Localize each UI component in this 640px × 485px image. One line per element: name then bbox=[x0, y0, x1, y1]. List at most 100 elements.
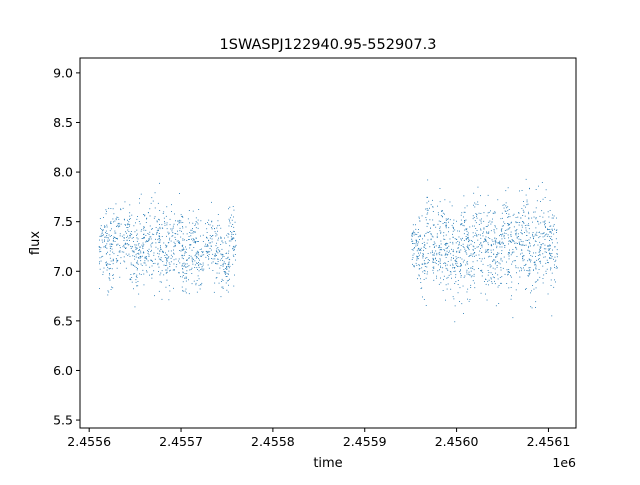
data-point bbox=[467, 232, 469, 234]
data-point bbox=[120, 223, 122, 225]
data-point bbox=[174, 245, 176, 246]
data-point bbox=[478, 224, 480, 225]
data-point bbox=[508, 213, 510, 215]
data-point bbox=[443, 232, 445, 234]
data-point bbox=[203, 254, 205, 256]
data-point bbox=[180, 214, 182, 216]
data-point bbox=[535, 189, 537, 190]
data-point bbox=[159, 182, 160, 184]
data-point bbox=[476, 230, 478, 231]
data-point bbox=[166, 259, 168, 261]
data-point bbox=[191, 267, 193, 269]
data-point bbox=[441, 215, 443, 217]
data-point bbox=[110, 208, 112, 209]
data-point bbox=[457, 280, 459, 281]
x-tick-label: 2.4557 bbox=[159, 434, 203, 449]
data-point bbox=[500, 259, 502, 261]
data-point bbox=[217, 261, 219, 262]
data-point bbox=[110, 289, 112, 290]
data-point bbox=[509, 216, 511, 218]
data-point bbox=[189, 232, 191, 233]
data-point bbox=[456, 262, 458, 264]
data-point bbox=[533, 269, 534, 271]
data-point bbox=[185, 292, 187, 294]
data-point bbox=[528, 223, 529, 225]
data-point bbox=[465, 239, 467, 241]
data-point bbox=[414, 247, 415, 248]
data-point bbox=[164, 222, 166, 224]
data-point bbox=[443, 235, 445, 237]
data-point bbox=[159, 250, 160, 252]
data-point bbox=[464, 251, 466, 252]
data-point bbox=[484, 251, 486, 253]
data-point bbox=[193, 239, 195, 240]
data-point bbox=[502, 242, 504, 244]
data-point bbox=[445, 254, 447, 256]
data-point bbox=[150, 244, 152, 246]
data-point bbox=[189, 244, 191, 245]
data-point bbox=[435, 263, 437, 264]
data-point bbox=[112, 277, 114, 279]
data-point bbox=[112, 218, 114, 220]
data-point bbox=[169, 224, 171, 226]
data-point bbox=[213, 291, 215, 293]
data-point bbox=[198, 284, 200, 286]
data-point bbox=[443, 263, 445, 264]
data-point bbox=[137, 281, 139, 282]
data-point bbox=[528, 217, 530, 219]
data-point bbox=[189, 244, 191, 246]
data-point bbox=[105, 264, 107, 266]
data-point bbox=[140, 252, 142, 254]
data-point bbox=[195, 284, 197, 286]
data-point bbox=[488, 256, 490, 258]
data-point bbox=[185, 248, 187, 250]
data-point bbox=[542, 233, 544, 235]
data-point bbox=[169, 269, 171, 271]
data-point bbox=[105, 262, 107, 264]
data-point bbox=[528, 258, 530, 260]
data-point bbox=[165, 215, 167, 217]
data-point bbox=[109, 279, 111, 281]
data-point bbox=[207, 244, 208, 246]
data-point bbox=[205, 223, 206, 225]
data-point bbox=[499, 243, 501, 245]
data-point bbox=[125, 224, 126, 226]
data-point bbox=[152, 263, 154, 264]
data-point bbox=[412, 235, 413, 237]
data-point bbox=[415, 262, 417, 264]
data-point bbox=[553, 224, 555, 226]
data-point bbox=[99, 263, 100, 265]
data-point bbox=[553, 258, 554, 260]
data-point bbox=[112, 243, 114, 245]
data-point bbox=[182, 255, 184, 257]
data-point bbox=[137, 244, 139, 246]
data-point bbox=[457, 241, 459, 242]
data-point bbox=[544, 235, 546, 237]
data-point bbox=[547, 211, 549, 213]
data-point bbox=[420, 288, 422, 289]
data-point bbox=[166, 224, 168, 226]
data-point bbox=[234, 245, 236, 247]
data-point bbox=[128, 231, 130, 232]
data-point bbox=[509, 240, 511, 242]
data-point bbox=[427, 253, 429, 254]
data-point bbox=[555, 281, 556, 283]
data-point bbox=[518, 224, 520, 226]
data-point bbox=[116, 244, 117, 246]
data-point bbox=[188, 236, 190, 237]
data-point bbox=[522, 260, 524, 262]
data-point bbox=[449, 241, 451, 243]
data-point bbox=[550, 285, 552, 286]
data-point bbox=[445, 227, 447, 229]
data-point bbox=[120, 208, 121, 210]
data-point bbox=[183, 248, 185, 250]
data-point bbox=[103, 246, 105, 248]
data-point bbox=[221, 278, 223, 280]
data-point bbox=[474, 255, 475, 257]
data-point bbox=[522, 215, 524, 216]
data-point bbox=[146, 257, 147, 259]
data-point bbox=[549, 240, 550, 241]
data-point bbox=[167, 267, 169, 269]
data-point bbox=[228, 284, 229, 286]
